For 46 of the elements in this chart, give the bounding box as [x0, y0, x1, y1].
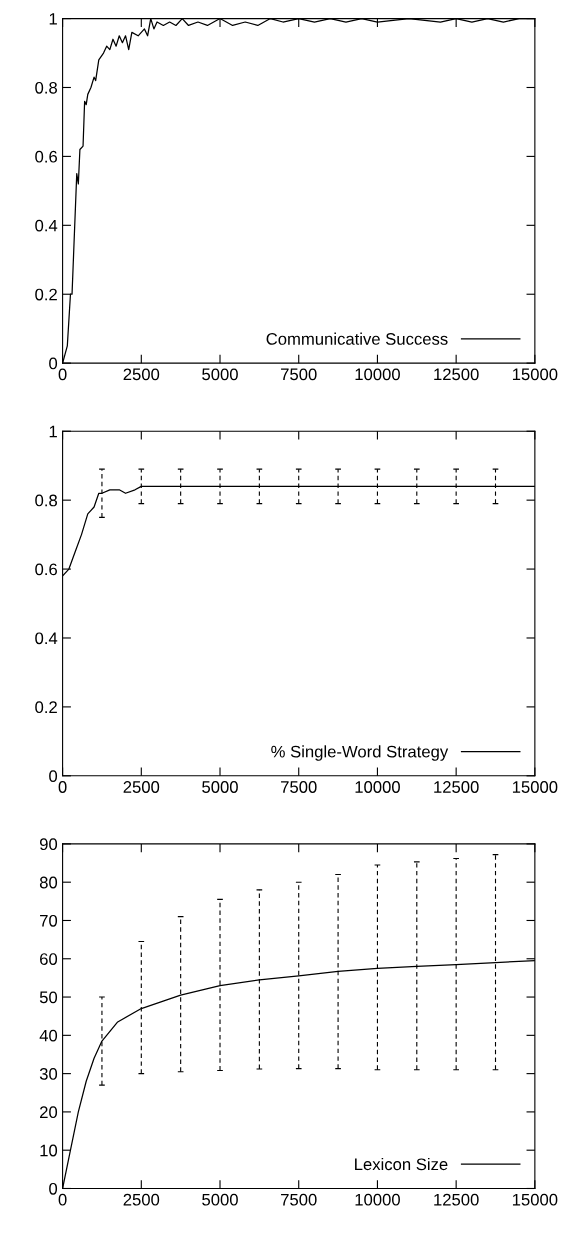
- y-tick-label: 0.8: [35, 81, 58, 94]
- y-tick-label: 20: [40, 1106, 58, 1119]
- x-tick-label: 10000: [355, 368, 400, 381]
- x-tick-label: 2500: [123, 368, 160, 381]
- y-tick-label: 0: [49, 357, 58, 370]
- y-tick-label: 50: [39, 991, 58, 1004]
- legend-label: Lexicon Size: [355, 1157, 448, 1171]
- y-tick-label: 0.4: [35, 632, 58, 645]
- x-tick-label: 12500: [434, 781, 479, 793]
- x-tick-label: 15000: [512, 368, 558, 381]
- x-tick-label: 7500: [281, 368, 317, 381]
- x-tick-label: 5000: [202, 1193, 238, 1206]
- y-tick-label: 60: [40, 953, 58, 965]
- x-tick-label: 7500: [281, 781, 317, 793]
- y-tick-label: 10: [40, 1144, 58, 1157]
- y-tick-label: 0.2: [35, 701, 57, 714]
- x-tick-label: 2500: [123, 781, 160, 793]
- x-tick-label: 15000: [512, 1193, 558, 1206]
- x-tick-label: 12500: [434, 1193, 479, 1206]
- x-tick-label: 10000: [355, 781, 400, 793]
- x-tick-label: 0: [58, 368, 67, 381]
- x-tick-label: 5000: [202, 368, 238, 381]
- y-tick-label: 90: [39, 838, 58, 851]
- x-tick-label: 5000: [202, 781, 238, 793]
- y-tick-label: 0.2: [35, 288, 57, 301]
- y-tick-label: 70: [40, 914, 58, 927]
- legend-label: Communicative Success: [266, 332, 448, 345]
- y-tick-label: 0.6: [35, 563, 57, 576]
- y-tick-label: 80: [39, 876, 58, 889]
- y-tick-label: 0: [49, 1182, 58, 1195]
- y-tick-label: 1: [49, 13, 57, 25]
- legend-label: % Single-Word Strategy: [271, 745, 449, 761]
- x-tick-label: 12500: [434, 368, 479, 381]
- y-tick-label: 0: [49, 770, 58, 783]
- y-tick-label: 0.4: [35, 219, 58, 232]
- y-tick-label: 0.8: [35, 494, 58, 507]
- y-tick-label: 1: [49, 425, 57, 438]
- x-tick-label: 2500: [123, 1193, 160, 1206]
- x-tick-label: 7500: [281, 1193, 317, 1206]
- x-tick-label: 10000: [355, 1193, 400, 1206]
- y-tick-label: 40: [39, 1029, 58, 1042]
- x-tick-label: 0: [58, 1193, 67, 1206]
- x-tick-label: 15000: [512, 781, 558, 793]
- y-tick-label: 30: [39, 1068, 58, 1080]
- x-tick-label: 0: [58, 781, 67, 793]
- y-tick-label: 0.6: [35, 150, 57, 163]
